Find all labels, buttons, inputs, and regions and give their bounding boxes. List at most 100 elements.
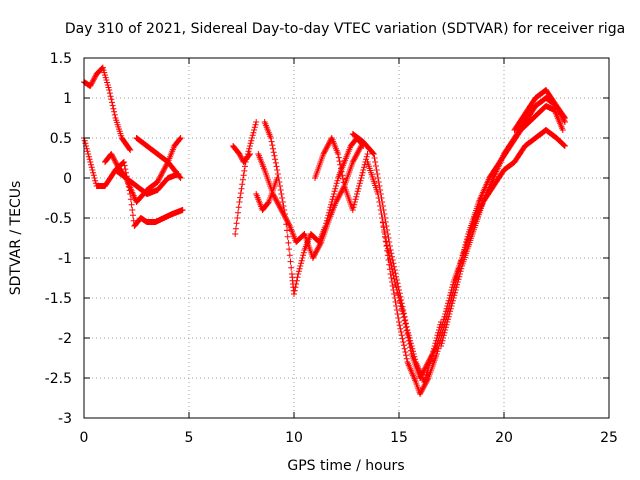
data-point <box>371 155 378 161</box>
data-point <box>434 348 441 355</box>
data-point <box>442 324 449 331</box>
data-point <box>154 179 161 185</box>
data-point <box>404 331 411 337</box>
data-point <box>90 76 97 83</box>
data-point <box>159 169 166 176</box>
data-point <box>463 236 470 243</box>
data-point <box>270 149 277 156</box>
data-point <box>435 345 442 352</box>
data-point <box>334 177 341 184</box>
data-point <box>309 255 316 261</box>
data-point <box>381 229 388 235</box>
data-point <box>90 77 97 84</box>
data-point <box>417 373 424 380</box>
data-point <box>237 153 244 160</box>
data-point <box>386 266 393 273</box>
data-point <box>312 249 319 256</box>
data-point <box>284 227 290 234</box>
data-point <box>330 191 337 197</box>
data-point <box>310 253 317 260</box>
data-point <box>352 196 359 203</box>
data-point <box>433 351 440 357</box>
data-point <box>249 132 256 139</box>
data-point <box>417 375 423 381</box>
y-tick-label: -3 <box>58 411 72 427</box>
data-point <box>400 314 407 321</box>
data-point <box>417 389 424 396</box>
data-point <box>336 192 343 199</box>
data-point <box>560 141 567 148</box>
data-point <box>120 159 127 166</box>
plot-frame <box>83 57 610 419</box>
data-point <box>401 345 408 352</box>
data-point <box>272 159 279 166</box>
data-point <box>127 147 134 153</box>
data-point <box>452 287 459 293</box>
data-point <box>391 275 398 282</box>
data-point <box>398 332 405 339</box>
data-point <box>249 135 255 141</box>
data-point <box>396 322 403 329</box>
y-tick-label: 1 <box>63 91 72 107</box>
data-point <box>370 151 377 157</box>
data-point <box>426 356 433 363</box>
data-point <box>90 172 97 179</box>
data-point <box>92 73 99 80</box>
data-point <box>233 220 240 227</box>
x-tick-label: 10 <box>285 430 303 446</box>
data-point <box>155 176 162 183</box>
data-point <box>396 297 403 304</box>
data-point <box>277 183 283 189</box>
data-point <box>423 363 430 369</box>
data-point <box>274 199 281 205</box>
data-point <box>274 175 281 181</box>
data-point <box>351 201 358 208</box>
data-point <box>237 190 244 197</box>
data-point <box>445 316 451 323</box>
data-point <box>335 193 342 200</box>
data-point <box>286 246 293 253</box>
series-track-m <box>364 159 486 381</box>
data-point <box>273 163 280 170</box>
data-point <box>448 303 455 309</box>
data-point <box>91 175 98 181</box>
data-point <box>385 257 392 263</box>
data-point <box>561 142 568 149</box>
data-point <box>314 247 321 253</box>
data-layer <box>81 64 568 397</box>
data-point <box>377 207 384 213</box>
data-point <box>471 215 478 221</box>
data-point <box>274 200 281 207</box>
data-point <box>361 161 368 168</box>
series-track-j <box>253 175 281 213</box>
data-point <box>424 377 430 384</box>
data-point <box>439 337 446 344</box>
data-point <box>474 209 481 216</box>
data-point <box>375 179 382 185</box>
data-point <box>252 121 259 128</box>
data-point <box>126 187 133 194</box>
data-point <box>355 148 362 155</box>
data-point <box>291 291 297 297</box>
data-point <box>386 255 393 262</box>
data-point <box>395 292 402 299</box>
data-point <box>430 349 437 356</box>
data-point <box>276 203 283 209</box>
data-point <box>358 143 365 149</box>
data-point <box>337 165 344 172</box>
data-point <box>272 196 279 203</box>
data-point <box>391 291 398 297</box>
data-point <box>421 381 428 388</box>
data-point <box>476 205 483 212</box>
data-point <box>455 276 462 283</box>
data-point <box>392 299 399 305</box>
data-point <box>359 169 366 176</box>
data-point <box>350 157 357 164</box>
data-point <box>90 169 97 176</box>
data-point <box>403 324 409 331</box>
data-point <box>388 275 395 281</box>
data-point <box>82 140 89 147</box>
data-point <box>422 380 429 387</box>
data-point <box>379 219 386 226</box>
data-point <box>354 151 360 157</box>
